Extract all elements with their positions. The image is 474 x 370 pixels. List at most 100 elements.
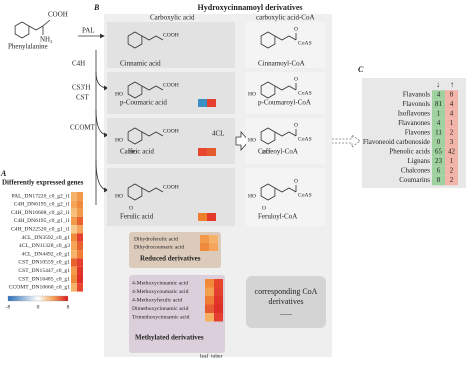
compound-name: p-Coumaroyl-CoA — [258, 99, 311, 107]
gene-name: 4CL_DN11328_c0_g3 — [19, 243, 70, 249]
column-head: Carboxylic acid — [150, 14, 195, 22]
tissue-label: tuber — [211, 353, 223, 359]
box-text: corresponding CoA — [255, 287, 318, 296]
row-name: Flavanones — [398, 119, 430, 127]
enzyme: CS3'H — [72, 84, 90, 92]
heat-cell — [200, 243, 209, 251]
cell-value: 81 — [435, 100, 443, 108]
heat-cell — [71, 250, 77, 259]
cell-value: 2 — [450, 129, 454, 137]
group: COOH — [163, 128, 179, 134]
ring — [260, 81, 276, 99]
heat-cell — [71, 192, 77, 201]
gene-name: 4CL_DN3592_c0_g1 — [22, 235, 71, 241]
tissue-label: leaf — [200, 352, 209, 359]
heat-cell — [198, 213, 207, 221]
box-text: ...... — [280, 308, 292, 317]
heat-cell — [77, 275, 83, 284]
cell-down — [432, 147, 445, 157]
cell-up — [445, 118, 458, 129]
bond — [141, 187, 164, 193]
heat-cell — [198, 148, 207, 156]
heat-cell — [77, 225, 83, 234]
heat-cell — [71, 216, 77, 226]
row-name: Flavoneoid carbonoside — [363, 138, 430, 146]
legend-bar — [7, 295, 69, 302]
heat-cell — [77, 233, 83, 242]
heat-cell — [71, 200, 77, 209]
cell-down — [432, 109, 445, 119]
cell-value: 8 — [437, 176, 441, 184]
ring — [127, 183, 143, 201]
cell-up — [445, 99, 458, 110]
legend-label: 0 — [37, 304, 40, 310]
box-title: Methylated derivatives — [135, 334, 204, 342]
coa-row-box — [246, 72, 326, 114]
row-name: Chalcones — [401, 167, 430, 175]
heat-cell — [71, 283, 77, 292]
heat-cell — [200, 235, 209, 243]
dashed-arrow — [332, 134, 361, 148]
enzyme: 4CL — [212, 130, 224, 138]
header-up: ↑ — [450, 80, 454, 89]
group: CoAS — [298, 90, 312, 96]
heat-cell — [71, 258, 77, 267]
bond — [141, 131, 164, 137]
panel-title: Differently expressed genes — [2, 179, 84, 187]
compound-name: Cinnamoyl-CoA — [258, 60, 305, 68]
big-arrow — [235, 130, 250, 152]
gene-name: C4H_DN22520_c0_g1_i1 — [11, 226, 70, 232]
compound-name: Phenylalanine — [8, 43, 48, 51]
compound-name: Dihydrocoumaric acid — [134, 244, 184, 250]
group: O — [294, 26, 298, 32]
compound-name: Dimethoxycinnamic acid — [132, 306, 189, 312]
cell-value: 23 — [435, 157, 443, 165]
group: CoAS — [298, 136, 312, 142]
cell-value: 4 — [437, 119, 441, 127]
heat-cell — [71, 266, 77, 275]
gene-name: CST_DN16485_c0_g1 — [18, 276, 70, 282]
cell-value: 11 — [435, 129, 442, 137]
group: HO — [248, 137, 256, 143]
coa-row-box — [246, 118, 326, 164]
arrow — [95, 109, 109, 138]
cell-value: 8 — [450, 91, 454, 99]
bond — [274, 85, 297, 91]
cell-down — [432, 99, 445, 110]
arrow — [95, 159, 109, 193]
group: COOH — [163, 184, 179, 190]
coa-row-box — [246, 168, 326, 226]
acid-box — [107, 22, 235, 68]
heat-cell — [77, 266, 83, 275]
cell-up — [445, 156, 458, 167]
panel-letter: C — [358, 65, 364, 74]
reduced-box — [129, 232, 221, 268]
row-name: Coumarins — [399, 176, 430, 184]
cell-value: 65 — [435, 148, 443, 156]
cell-down — [432, 175, 445, 186]
cell-up — [445, 109, 458, 119]
panel-letter: B — [93, 3, 100, 12]
heat-cell — [214, 296, 223, 305]
group: COOH — [163, 32, 179, 38]
cell-down — [432, 137, 445, 148]
cell-value: 4 — [450, 110, 454, 118]
cell-up — [445, 147, 458, 157]
ring — [260, 183, 276, 201]
heat-cell — [71, 208, 77, 217]
gene-name: C4H_DN16608_c0_g2_i1 — [11, 210, 70, 216]
box-text: derivatives — [268, 297, 303, 306]
bond — [274, 131, 297, 137]
gene-name: PAL_DN17220_c0_g2_i1 — [11, 193, 70, 199]
enzyme: PAL — [82, 27, 95, 35]
heat-cell — [214, 287, 223, 296]
group: O — [294, 178, 298, 184]
heat-cell — [71, 275, 77, 284]
compound-name: 4-Methoxyferulic acid — [132, 296, 182, 303]
cell-down — [432, 156, 445, 167]
heat-cell — [205, 304, 214, 313]
bond — [141, 35, 164, 41]
coa-box — [246, 276, 326, 328]
coa-row-box — [246, 22, 326, 68]
